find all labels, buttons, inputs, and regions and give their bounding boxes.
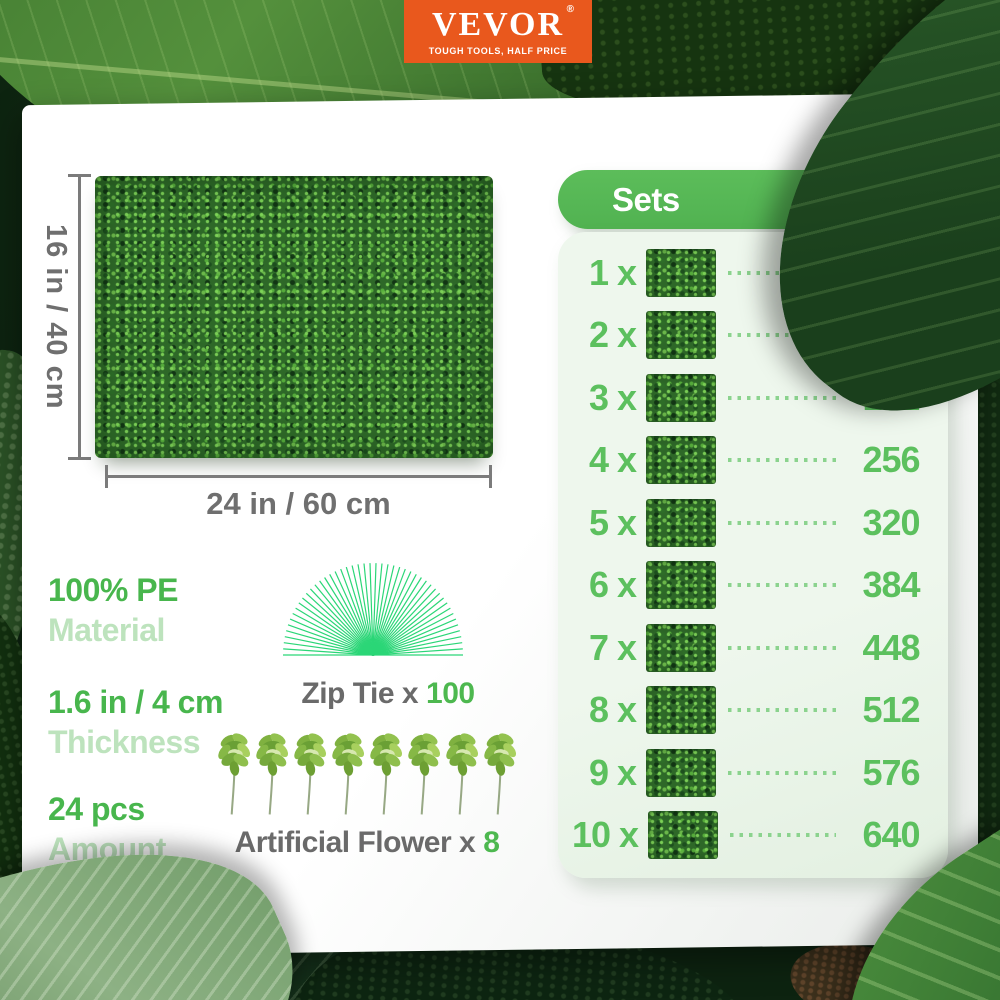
table-row: 3 x 192 [572, 368, 934, 428]
spec-value: 1.6 in / 4 cm [48, 684, 223, 720]
artificial-flower-icon [370, 733, 403, 815]
zip-tie-label: Zip Tie x 100 [243, 677, 533, 711]
artificial-flower-sprig [217, 728, 251, 820]
artificial-flower-icon [294, 733, 327, 815]
table-row: 9 x 576 [572, 743, 934, 803]
sqft-value: 320 [862, 501, 920, 543]
dotted-leader [728, 583, 836, 588]
spec-label: Thickness [48, 724, 201, 760]
artificial-flower-sprig [331, 728, 365, 820]
table-header-sets: Sets [612, 180, 680, 218]
width-dimension-line [105, 465, 492, 488]
width-dimension-label: 24 in / 60 cm [206, 486, 391, 521]
table-row: 10 x 640 [572, 805, 934, 865]
spec-label: Material [48, 612, 165, 648]
sets-count: 7 x [588, 626, 637, 668]
grass-thumbnail [646, 436, 716, 485]
spec-thickness: 1.6 in / 4 cm Thickness [48, 682, 223, 762]
artificial-flower-icon [332, 733, 365, 815]
dotted-leader [728, 708, 836, 713]
spec-value: 100% PE [48, 572, 178, 608]
dotted-leader [728, 770, 836, 775]
dotted-leader [728, 520, 836, 525]
artificial-flower-sprig [407, 728, 441, 820]
brand-name: VEVOR ® [431, 3, 577, 43]
sets-count: 4 x [588, 439, 637, 481]
sqft-value: 384 [862, 564, 920, 606]
artificial-flower-icon [256, 733, 289, 815]
brand-tagline: TOUGH TOOLS, HALF PRICE [428, 45, 568, 56]
dotted-leader [728, 645, 836, 650]
sets-count: 10 x [572, 814, 639, 856]
dotted-leader [728, 395, 836, 400]
sets-count: 6 x [588, 564, 637, 606]
table-row: 4 x 256 [572, 430, 934, 490]
table-row: 8 x 512 [572, 680, 934, 740]
sets-count: 3 x [588, 376, 637, 418]
grass-thumbnail [646, 498, 716, 547]
registered-mark: ® [566, 3, 577, 15]
sqft-value: 448 [862, 626, 920, 668]
artificial-flower-icon [446, 733, 479, 815]
artificial-flower-sprig [293, 728, 327, 820]
sets-count: 9 x [588, 751, 637, 793]
grass-panel-image [95, 176, 493, 458]
spec-material: 100% PE Material [48, 570, 178, 650]
table-row: 5 x 320 [572, 493, 934, 553]
grass-thumbnail [646, 561, 716, 610]
grass-thumbnail [646, 748, 716, 797]
artificial-flower-sprig [445, 728, 479, 820]
spec-value: 24 pcs [48, 791, 145, 827]
dimension-cap-bottom [68, 457, 91, 460]
artificial-flower-sprig [483, 728, 517, 820]
grass-thumbnail [646, 373, 716, 422]
zip-tie-fan-icon [281, 559, 465, 657]
artificial-flower-icon [408, 733, 441, 815]
grass-thumbnail [646, 623, 716, 672]
height-dimension-label: 16 in / 40 cm [40, 224, 72, 410]
sets-count: 8 x [588, 689, 637, 731]
content-card: 16 in / 40 cm 24 in / 60 cm 100% PE Mate… [22, 100, 978, 950]
grass-thumbnail [648, 811, 719, 860]
grass-thumbnail [646, 686, 716, 735]
flower-name: Artificial Flower x [234, 826, 476, 859]
vevor-logo: VEVOR ® TOUGH TOOLS, HALF PRICE [404, 0, 592, 63]
flower-count: 8 [483, 826, 500, 859]
height-dimension-line [68, 174, 91, 460]
dotted-leader [728, 458, 836, 463]
zip-tie-count: 100 [426, 677, 475, 710]
table-row: 7 x 448 [572, 618, 934, 678]
artificial-flower-sprig [255, 728, 289, 820]
zip-tie-name: Zip Tie x [301, 677, 419, 710]
grass-thumbnail [646, 248, 716, 297]
sets-count: 1 x [588, 251, 637, 293]
sqft-value: 640 [862, 814, 920, 856]
dimension-cap-right [489, 465, 492, 488]
flower-row [217, 728, 517, 824]
artificial-flower-icon [484, 733, 517, 815]
sets-count: 5 x [588, 501, 637, 543]
grass-thumbnail [646, 311, 716, 360]
sqft-value: 512 [862, 689, 920, 731]
dotted-leader [730, 833, 836, 838]
sqft-value: 256 [862, 439, 920, 481]
sets-count: 2 x [588, 314, 637, 356]
artificial-flower-sprig [369, 728, 403, 820]
artificial-flower-icon [218, 733, 251, 815]
sqft-value: 576 [862, 751, 920, 793]
table-row: 6 x 384 [572, 555, 934, 615]
dotted-leader [728, 333, 836, 338]
